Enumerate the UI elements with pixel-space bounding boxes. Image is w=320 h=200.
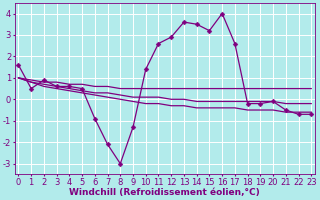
- X-axis label: Windchill (Refroidissement éolien,°C): Windchill (Refroidissement éolien,°C): [69, 188, 260, 197]
